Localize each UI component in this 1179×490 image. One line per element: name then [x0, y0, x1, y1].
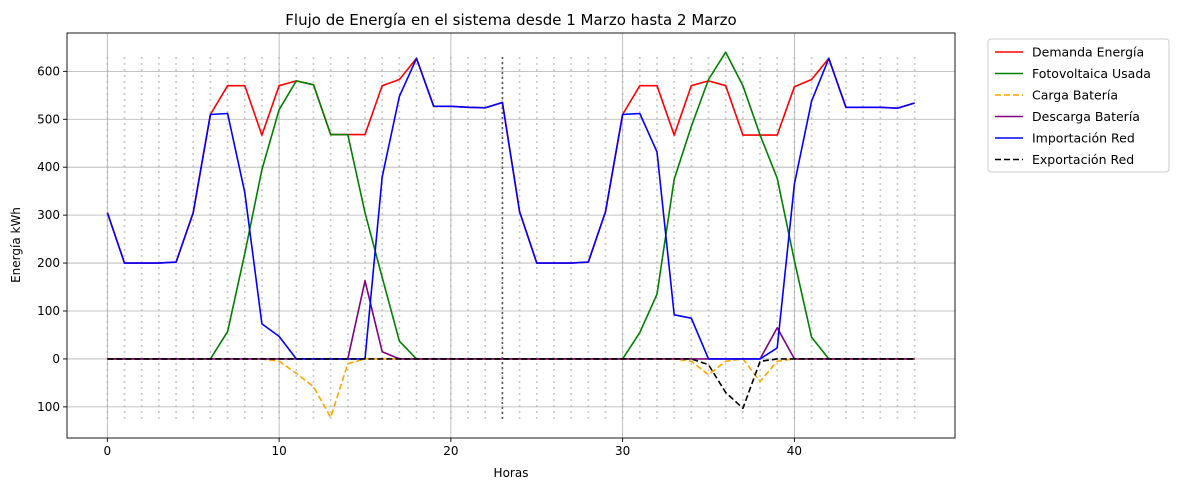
x-tick-label: 10	[271, 444, 286, 458]
legend-label-3: Carga Batería	[1032, 88, 1118, 103]
y-tick-label: 200	[37, 256, 60, 270]
legend-label-4: Descarga Batería	[1032, 109, 1140, 124]
x-axis-ticks: 0 10 20 30 40	[104, 438, 802, 458]
plot-background	[67, 33, 955, 438]
y-axis-ticks: 100 0 100 200 300 400 500 600	[37, 64, 67, 414]
legend-box	[987, 38, 1170, 173]
plot-frame	[66, 32, 956, 439]
x-tick-label: 30	[615, 444, 630, 458]
x-axis-label: Horas	[494, 466, 529, 480]
y-axis-label: Energía kWh	[9, 207, 23, 283]
x-tick-label: 20	[443, 444, 458, 458]
chart-title: Flujo de Energía en el sistema desde 1 M…	[285, 11, 736, 29]
y-tick-label: 400	[37, 160, 60, 174]
x-tick-label: 0	[104, 444, 112, 458]
legend-label-5: Importación Red	[1032, 131, 1135, 146]
legend-label-6: Exportación Red	[1032, 152, 1134, 167]
y-tick-label: 100	[37, 304, 60, 318]
y-tick-label: 300	[37, 208, 60, 222]
chart-legend: Demanda Energía Fotovoltaica Usada Carga B…	[987, 38, 1170, 173]
y-tick-label: 500	[37, 112, 60, 126]
legend-label-2: Fotovoltaica Usada	[1032, 66, 1151, 81]
series-lines	[106, 51, 915, 419]
series-line-5	[106, 57, 915, 360]
y-tick-label: 0	[52, 352, 60, 366]
y-tick-label: 100	[37, 400, 60, 414]
y-tick-label: 600	[37, 64, 60, 78]
x-tick-label: 40	[787, 444, 802, 458]
grid-lines	[67, 33, 955, 438]
plot-area	[67, 33, 955, 438]
plot-frame-rect	[66, 32, 956, 439]
series-line-4	[107, 279, 915, 360]
legend-label-1: Demanda Energía	[1032, 45, 1144, 60]
